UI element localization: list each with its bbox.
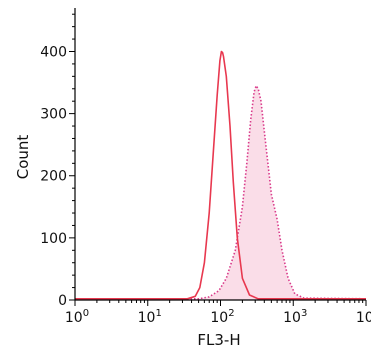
y-axis-label: Count: [14, 135, 32, 180]
y-tick-label: 200: [40, 169, 67, 185]
plot-area: [75, 50, 367, 300]
x-tick-label: 102: [210, 308, 234, 326]
axes: [69, 8, 367, 306]
x-axis-label: FL3-H: [197, 331, 240, 349]
x-tick-label: 100: [65, 308, 89, 326]
x-tick-label: 103: [283, 308, 307, 326]
series-solid-line-line: [75, 50, 366, 300]
y-tick-label: 0: [58, 293, 67, 309]
tick-labels: 0100200300400100101102103104: [40, 44, 371, 326]
y-tick-label: 100: [40, 231, 67, 247]
y-tick-label: 300: [40, 107, 67, 123]
x-tick-label: 104: [356, 308, 371, 326]
series-dotted-filled-fill: [75, 85, 366, 300]
x-tick-label: 101: [138, 308, 162, 326]
series-dotted-filled-line: [75, 84, 367, 300]
y-tick-label: 400: [40, 44, 67, 60]
